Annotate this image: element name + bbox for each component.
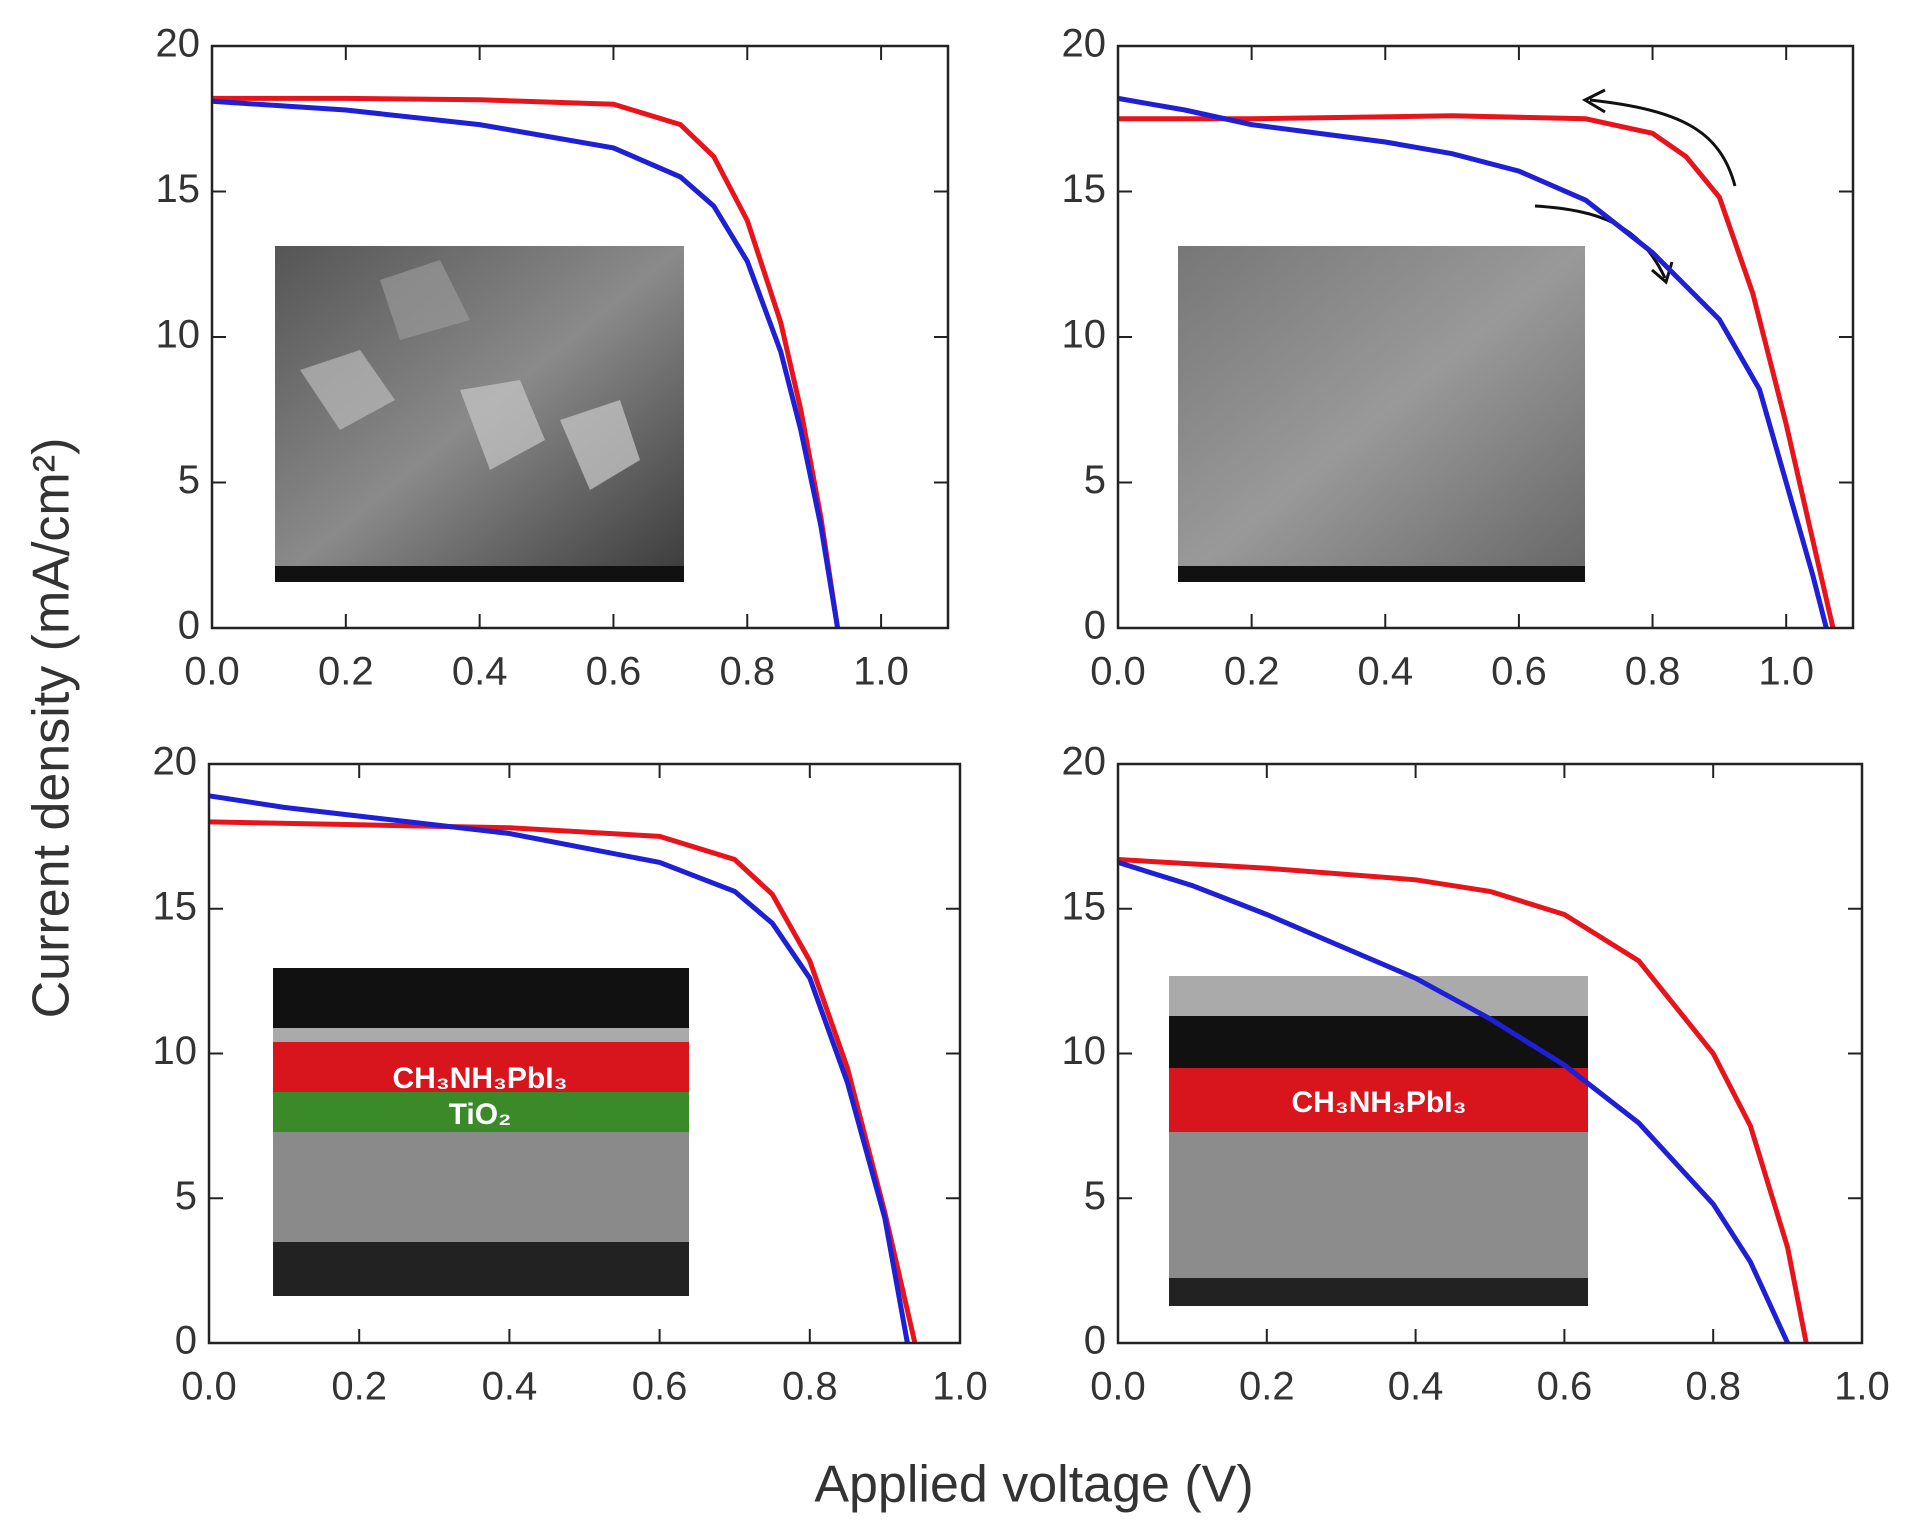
- y-tick-label: 20: [153, 740, 198, 784]
- y-tick-label: 10: [1062, 313, 1107, 357]
- y-tick-label: 0: [175, 1319, 197, 1363]
- x-tick-label: 1.0: [932, 1365, 988, 1409]
- plot-frame: [1116, 44, 1855, 630]
- y-tick-label: 0: [1084, 1319, 1106, 1363]
- y-tick-label: 15: [153, 884, 198, 928]
- sem-inset: [1178, 246, 1585, 582]
- x-tick-label: 0.6: [1491, 650, 1547, 694]
- x-tick-label: 0.0: [184, 650, 240, 694]
- x-tick-label: 0.6: [1537, 1365, 1593, 1409]
- y-tick-label: 5: [178, 458, 200, 502]
- annotation: CH₃NH₃PbI₃: [1292, 1086, 1467, 1119]
- x-tick-label: 0.8: [1685, 1365, 1741, 1409]
- x-tick-label: 0.0: [1090, 1365, 1146, 1409]
- x-tick-label: 0.2: [318, 650, 374, 694]
- y-axis-label: Current density (mA/cm²): [23, 438, 81, 1019]
- y-tick-label: 20: [1062, 740, 1107, 784]
- annotation: TiO₂: [449, 1098, 512, 1131]
- sem-inset: [273, 968, 689, 1296]
- x-tick-label: 0.8: [719, 650, 775, 694]
- y-tick-label: 20: [156, 22, 201, 66]
- line-series: [212, 95, 841, 629]
- y-tick-label: 5: [1084, 458, 1106, 502]
- x-tick-label: 1.0: [853, 650, 909, 694]
- plot-frame: [207, 762, 962, 1345]
- x-tick-label: 0.4: [482, 1365, 538, 1409]
- y-tick-label: 5: [1084, 1174, 1106, 1218]
- x-tick-label: 0.4: [452, 650, 508, 694]
- plot-frame: [210, 44, 950, 630]
- y-tick-label: 5: [175, 1174, 197, 1218]
- y-tick-label: 0: [178, 604, 200, 648]
- x-tick-label: 0.8: [1625, 650, 1681, 694]
- y-tick-label: 10: [1062, 1029, 1107, 1073]
- line-series: [1118, 113, 1836, 629]
- line-series: [1117, 857, 1809, 1344]
- line-series: [1117, 95, 1829, 629]
- line-series: [208, 793, 910, 1344]
- x-tick-label: 0.0: [1090, 650, 1146, 694]
- sem-inset: [275, 246, 684, 582]
- y-tick-label: 15: [1062, 167, 1107, 211]
- x-tick-label: 1.0: [1758, 650, 1814, 694]
- y-tick-label: 10: [153, 1029, 198, 1073]
- line-series: [211, 98, 841, 629]
- sem-inset: [1169, 976, 1588, 1306]
- x-tick-label: 1.0: [1834, 1365, 1890, 1409]
- y-tick-label: 15: [156, 167, 201, 211]
- x-axis-label: Applied voltage (V): [814, 1456, 1253, 1514]
- x-tick-label: 0.2: [331, 1365, 387, 1409]
- y-tick-label: 0: [1084, 604, 1106, 648]
- x-tick-label: 0.6: [632, 1365, 688, 1409]
- x-tick-label: 0.4: [1357, 650, 1413, 694]
- x-tick-label: 0.8: [782, 1365, 838, 1409]
- plot-frame: [1116, 762, 1864, 1345]
- line-series: [1117, 860, 1790, 1345]
- x-tick-label: 0.4: [1388, 1365, 1444, 1409]
- annotation: CH₃NH₃PbI₃: [393, 1062, 568, 1095]
- x-tick-label: 0.2: [1239, 1365, 1295, 1409]
- x-tick-label: 0.6: [586, 650, 642, 694]
- y-tick-label: 10: [156, 313, 201, 357]
- y-tick-label: 20: [1062, 22, 1107, 66]
- x-tick-label: 0.0: [181, 1365, 237, 1409]
- y-tick-label: 15: [1062, 884, 1107, 928]
- x-tick-label: 0.2: [1224, 650, 1280, 694]
